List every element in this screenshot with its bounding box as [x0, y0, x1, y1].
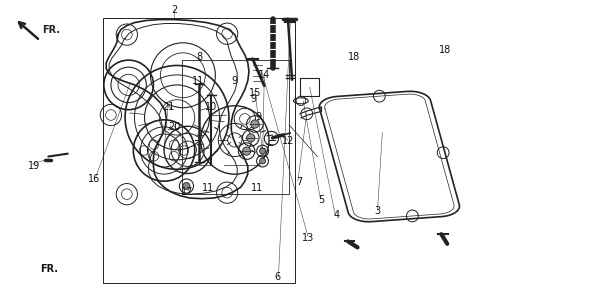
- Circle shape: [260, 158, 266, 164]
- Text: 18: 18: [440, 45, 451, 55]
- Text: 20: 20: [168, 122, 180, 132]
- Text: 4: 4: [333, 210, 339, 220]
- Text: 14: 14: [258, 70, 270, 80]
- Text: 8: 8: [196, 51, 202, 62]
- Text: 12: 12: [282, 136, 294, 146]
- Circle shape: [242, 147, 251, 155]
- Text: 16: 16: [88, 174, 100, 184]
- Text: FR.: FR.: [42, 25, 61, 35]
- Text: 3: 3: [375, 206, 381, 216]
- Text: 9: 9: [232, 76, 238, 86]
- Text: 9: 9: [251, 94, 257, 104]
- Text: 19: 19: [28, 161, 40, 171]
- Text: 5: 5: [319, 195, 324, 205]
- Text: 17: 17: [182, 187, 194, 197]
- Circle shape: [247, 134, 255, 142]
- Text: 7: 7: [297, 177, 303, 187]
- Text: 9: 9: [255, 112, 261, 123]
- Text: 10: 10: [205, 102, 217, 112]
- Text: 6: 6: [274, 272, 280, 282]
- Text: 18: 18: [348, 51, 360, 62]
- Circle shape: [251, 120, 259, 128]
- Text: 11: 11: [202, 183, 214, 193]
- Text: 11: 11: [192, 76, 204, 86]
- Text: 21: 21: [162, 102, 174, 112]
- Bar: [103, 18, 295, 283]
- Circle shape: [260, 148, 266, 154]
- Text: FR.: FR.: [40, 264, 58, 275]
- Text: 15: 15: [249, 88, 261, 98]
- Text: 13: 13: [302, 233, 314, 243]
- Text: 2: 2: [171, 5, 177, 15]
- Bar: [182, 60, 289, 194]
- Text: 11: 11: [251, 183, 263, 193]
- Circle shape: [183, 182, 190, 190]
